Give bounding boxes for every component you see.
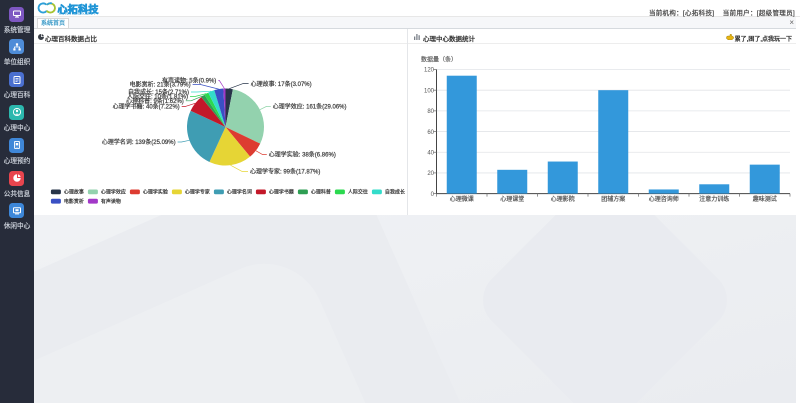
svg-text:自我成长: 自我成长 <box>385 189 405 196</box>
svg-text:心理学效应: 161条(29.06%): 心理学效应: 161条(29.06%) <box>273 103 347 111</box>
svg-text:电影赏析: 21条(3.79%): 电影赏析: 21条(3.79%) <box>130 81 191 89</box>
svg-text:心理学书籍: 40条(7.22%): 心理学书籍: 40条(7.22%) <box>113 103 180 111</box>
svg-text:心理学实验: 38条(6.86%): 心理学实验: 38条(6.86%) <box>269 151 336 159</box>
svg-text:120: 120 <box>424 68 435 74</box>
svg-text:电影赏析: 电影赏析 <box>64 198 84 205</box>
svg-text:心理咨询师: 心理咨询师 <box>649 195 679 203</box>
svg-text:心理影院: 心理影院 <box>551 195 575 203</box>
svg-text:数据量（条）: 数据量（条） <box>421 56 457 64</box>
svg-text:心理故事: 心理故事 <box>64 189 84 196</box>
svg-text:趣味测试: 趣味测试 <box>753 195 777 203</box>
svg-text:心理学专家: 心理学专家 <box>185 189 210 196</box>
svg-text:80: 80 <box>427 109 434 115</box>
svg-text:心理科普: 9条(1.62%): 心理科普: 9条(1.62%) <box>126 97 184 105</box>
svg-text:心理学专家: 99条(17.87%): 心理学专家: 99条(17.87%) <box>250 168 320 176</box>
svg-text:心理微课: 心理微课 <box>450 195 474 203</box>
svg-text:60: 60 <box>427 130 434 136</box>
svg-text:人际交往: 人际交往 <box>348 189 368 196</box>
svg-text:心理学名词: 心理学名词 <box>227 189 252 196</box>
svg-text:心理学书籍: 心理学书籍 <box>269 189 294 196</box>
svg-text:自我成长: 15条(2.71%): 自我成长: 15条(2.71%) <box>128 88 189 96</box>
svg-text:心理故事: 17条(3.07%): 心理故事: 17条(3.07%) <box>251 80 312 88</box>
svg-text:注意力训练: 注意力训练 <box>699 195 729 203</box>
svg-text:心理课堂: 心理课堂 <box>500 195 524 203</box>
svg-text:有声读物: 有声读物 <box>101 198 121 205</box>
svg-text:20: 20 <box>427 171 434 177</box>
svg-text:心理学效应: 心理学效应 <box>101 189 126 196</box>
svg-text:心理学名词: 139条(25.09%): 心理学名词: 139条(25.09%) <box>102 138 176 146</box>
svg-text:心理科普: 心理科普 <box>311 189 331 196</box>
svg-text:心理学实验: 心理学实验 <box>143 189 168 196</box>
svg-text:40: 40 <box>427 150 434 156</box>
svg-text:人际交往: 10条(1.81%): 人际交往: 10条(1.81%) <box>127 93 188 101</box>
svg-text:0: 0 <box>431 192 435 198</box>
svg-text:有声读物: 5条(0.9%): 有声读物: 5条(0.9%) <box>162 77 216 85</box>
svg-text:100: 100 <box>424 88 435 94</box>
svg-text:团辅方案: 团辅方案 <box>601 195 625 203</box>
